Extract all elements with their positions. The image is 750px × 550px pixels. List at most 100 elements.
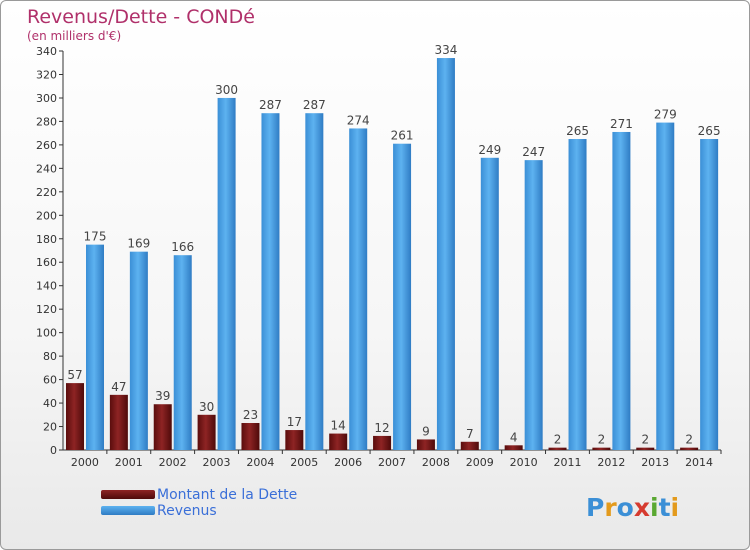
bar-revenue — [305, 113, 324, 451]
data-label: 23 — [243, 408, 258, 422]
bar-revenue — [568, 139, 587, 450]
y-tick-label: 40 — [43, 397, 57, 410]
data-label: 287 — [303, 98, 326, 112]
bar-revenue — [700, 139, 719, 450]
x-tick-label: 2002 — [159, 456, 187, 469]
data-label: 271 — [610, 117, 633, 131]
legend-label-revenue: Revenus — [157, 503, 217, 519]
y-tick-label: 20 — [43, 421, 57, 434]
bar-revenue — [656, 122, 675, 450]
x-tick-label: 2007 — [378, 456, 406, 469]
bar-debt — [197, 414, 216, 450]
x-tick-label: 2012 — [597, 456, 625, 469]
x-tick-label: 2000 — [71, 456, 99, 469]
bar-revenue — [393, 143, 412, 451]
bar-revenue — [129, 251, 148, 450]
data-label: 334 — [434, 43, 457, 57]
data-label: 265 — [698, 124, 721, 138]
bar-debt — [329, 433, 348, 450]
data-label: 2 — [685, 433, 693, 447]
data-label: 261 — [391, 129, 414, 143]
data-label: 287 — [259, 98, 282, 112]
data-label: 166 — [171, 240, 194, 254]
bar-revenue — [436, 58, 455, 451]
bar-debt — [592, 447, 611, 450]
data-label: 175 — [84, 230, 107, 244]
data-label: 47 — [111, 380, 126, 394]
proxiti-logo: Proxiti — [586, 493, 679, 522]
x-tick-label: 2004 — [246, 456, 274, 469]
data-label: 57 — [67, 368, 82, 382]
chart-title: Revenus/Dette - CONDé — [27, 6, 255, 28]
axes: 0 20 40 60 80 100 120 140 160 180 200 220 240 260 280 3… — [36, 45, 722, 469]
bar-debt — [66, 383, 84, 450]
data-label: 9 — [422, 424, 430, 438]
data-label: 39 — [155, 389, 170, 403]
y-tick-label: 200 — [36, 209, 57, 222]
y-tick-label: 120 — [36, 303, 57, 316]
legend-swatch-debt — [101, 490, 155, 499]
svg-text:Proxiti: Proxiti — [586, 493, 679, 522]
chart-subtitle: (en milliers d'€) — [27, 29, 122, 43]
bar-revenue — [480, 157, 499, 450]
data-label: 4 — [510, 430, 518, 444]
data-label: 14 — [331, 419, 346, 433]
y-tick-label: 340 — [36, 45, 57, 58]
bars — [66, 58, 719, 451]
y-tick-label: 240 — [36, 162, 57, 175]
y-tick-label: 280 — [36, 115, 57, 128]
bar-debt — [285, 430, 304, 450]
bar-debt — [636, 447, 655, 450]
y-tick-label: 160 — [36, 256, 57, 269]
bar-revenue — [173, 255, 192, 450]
y-tick-label: 300 — [36, 92, 57, 105]
x-tick-label: 2003 — [203, 456, 231, 469]
data-label: 7 — [466, 427, 474, 441]
y-tick-label: 0 — [50, 444, 57, 457]
x-tick-label: 2008 — [422, 456, 450, 469]
x-tick-label: 2014 — [685, 456, 713, 469]
y-tick-label: 100 — [36, 327, 57, 340]
bar-debt — [548, 447, 567, 450]
bar-debt — [416, 439, 435, 450]
data-label: 2 — [554, 433, 562, 447]
data-label: 279 — [654, 108, 677, 122]
y-tick-label: 60 — [43, 374, 57, 387]
legend-label-debt: Montant de la Dette — [157, 487, 298, 503]
x-tick-label: 2013 — [641, 456, 669, 469]
data-label: 12 — [374, 421, 389, 435]
y-tick-label: 320 — [36, 68, 57, 81]
bar-debt — [153, 404, 172, 450]
bar-debt — [241, 423, 260, 450]
bar-debt — [373, 435, 392, 450]
bar-revenue — [86, 244, 104, 450]
x-tick-label: 2005 — [290, 456, 318, 469]
x-tick-label: 2011 — [553, 456, 581, 469]
y-tick-label: 220 — [36, 186, 57, 199]
bar-revenue — [349, 128, 368, 450]
data-label: 274 — [347, 113, 370, 127]
data-label: 300 — [215, 83, 238, 97]
x-tick-label: 2006 — [334, 456, 362, 469]
x-tick-label: 2010 — [510, 456, 538, 469]
y-tick-label: 140 — [36, 280, 57, 293]
bar-debt — [460, 441, 479, 450]
y-tick-label: 180 — [36, 233, 57, 246]
data-label: 17 — [287, 415, 302, 429]
bar-debt — [109, 394, 128, 450]
data-label: 30 — [199, 400, 214, 414]
bar-revenue — [261, 113, 280, 451]
legend-swatch-revenue — [101, 506, 155, 515]
bar-revenue — [217, 97, 236, 451]
data-label: 265 — [566, 124, 589, 138]
data-label: 249 — [478, 143, 501, 157]
data-label: 2 — [641, 433, 649, 447]
value-labels: 57 47 39 30 23 17 14 12 9 7 4 2 2 2 2 175 169 166 300 287 28… — [67, 43, 720, 447]
data-label: 169 — [127, 237, 150, 251]
bar-debt — [504, 445, 523, 450]
bar-revenue — [524, 160, 543, 450]
y-tick-label: 80 — [43, 350, 57, 363]
x-tick-label: 2001 — [115, 456, 143, 469]
